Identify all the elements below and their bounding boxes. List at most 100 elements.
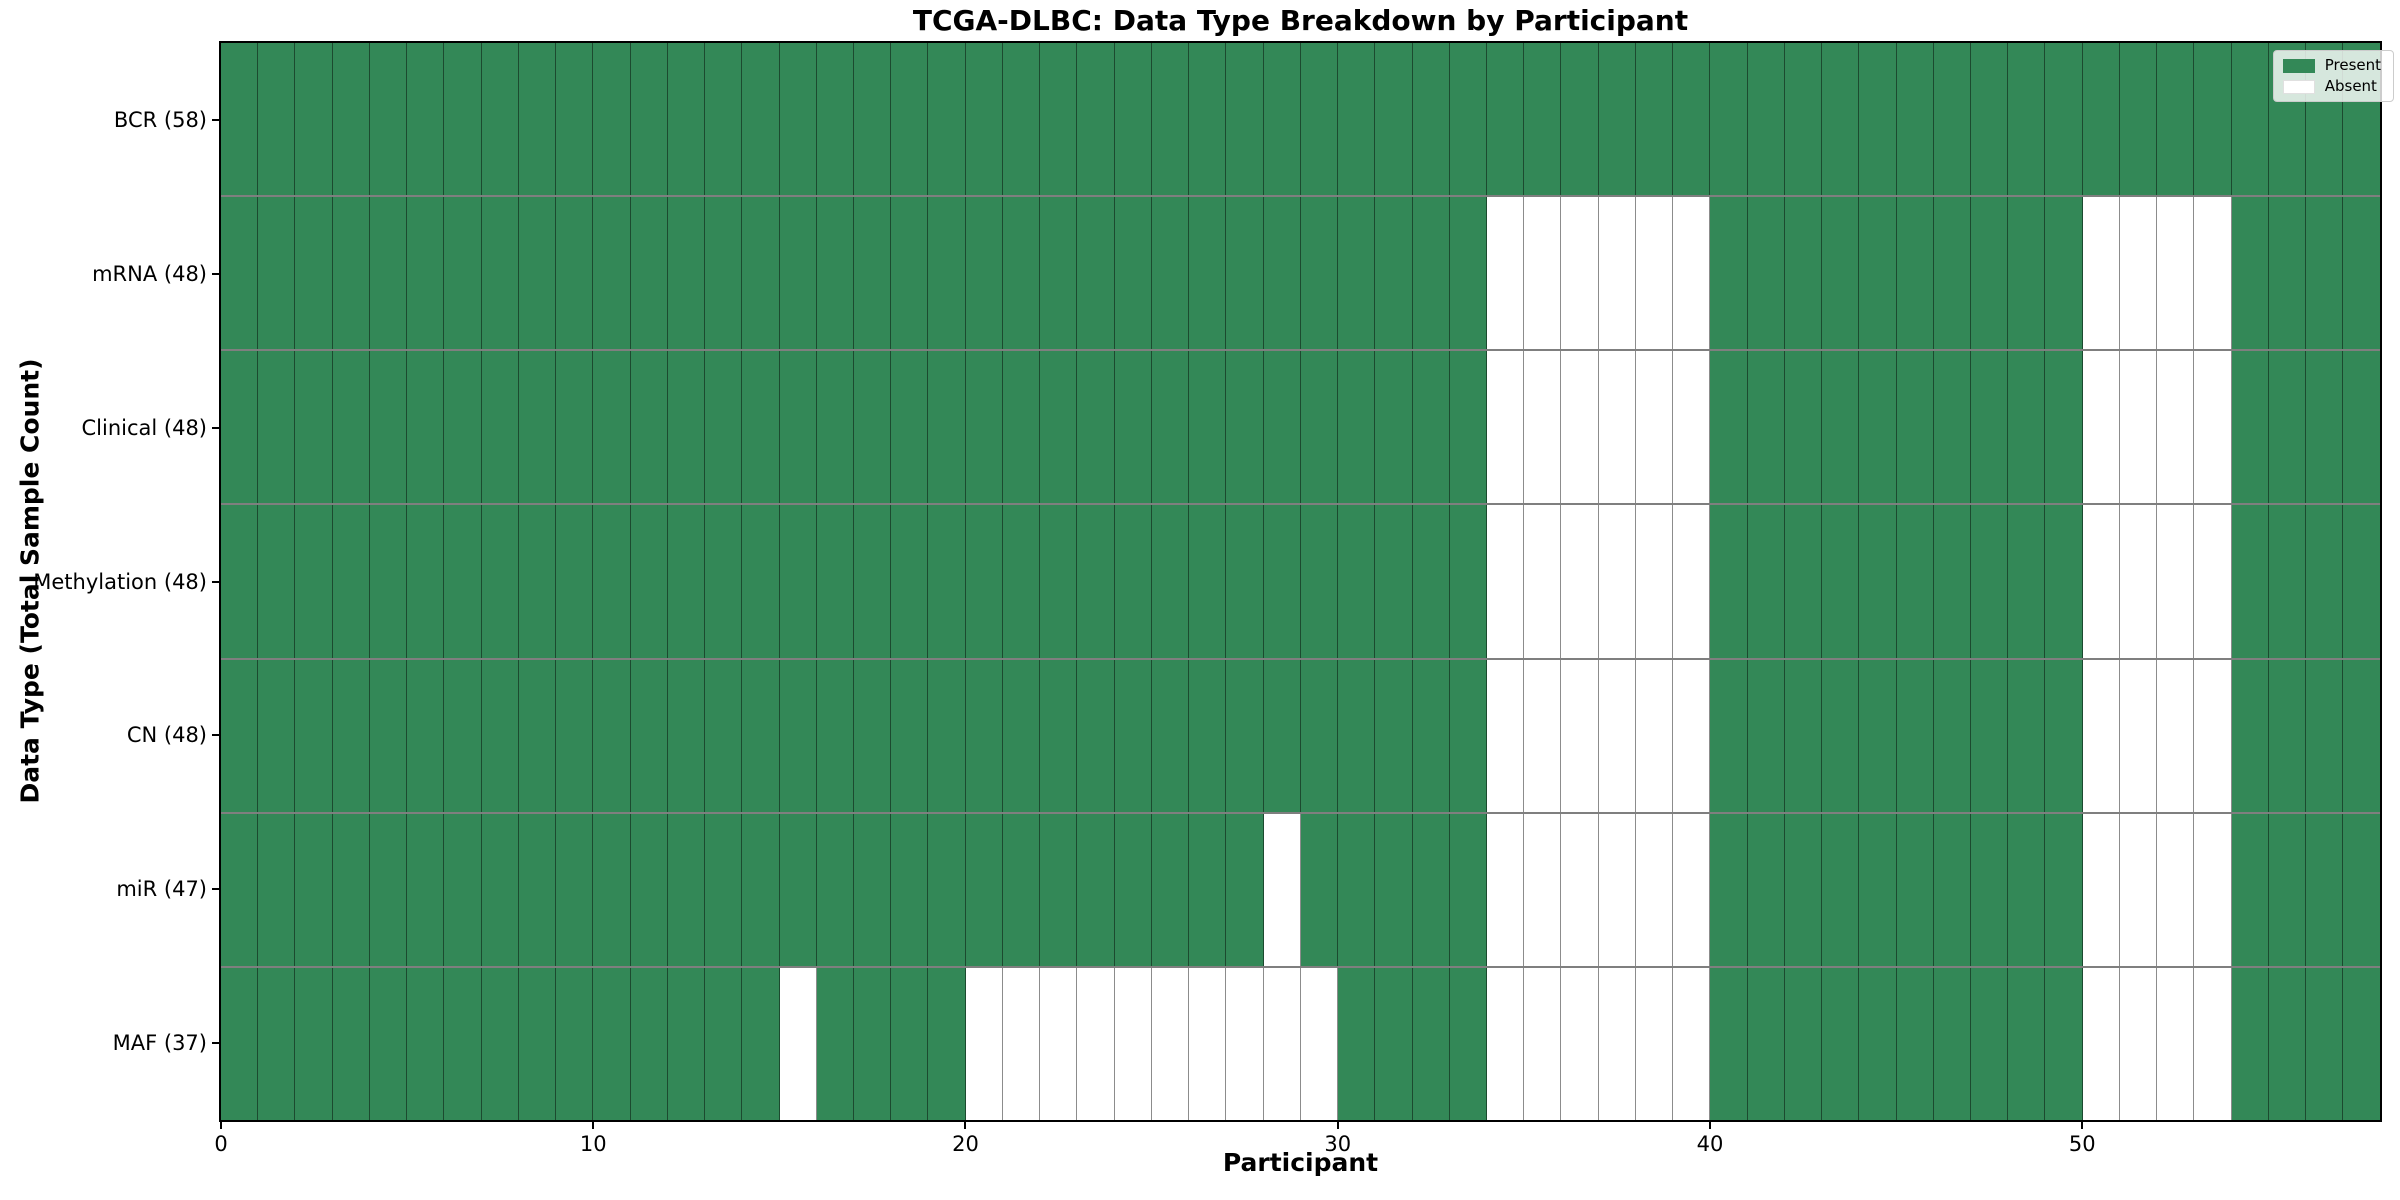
heatmap-cell xyxy=(556,43,594,196)
heatmap-cell xyxy=(407,659,445,812)
heatmap-cell xyxy=(2157,659,2195,812)
y-tick-label: mRNA (48) xyxy=(92,261,207,286)
heatmap-cell xyxy=(1561,659,1599,812)
heatmap-cell xyxy=(1486,43,1525,196)
heatmap-cell xyxy=(221,659,259,812)
heatmap-cell xyxy=(593,813,631,966)
heatmap-cell xyxy=(1971,813,2009,966)
heatmap-cell xyxy=(1673,659,1711,812)
heatmap-cell xyxy=(779,197,817,350)
heatmap-cell xyxy=(816,659,854,812)
x-tick-mark xyxy=(964,1120,967,1129)
heatmap-cell xyxy=(295,659,333,812)
y-tick-mark xyxy=(212,734,221,737)
heatmap-cell xyxy=(2119,967,2158,1120)
heatmap-cell xyxy=(1375,43,1413,196)
heatmap-cell xyxy=(407,351,445,504)
heatmap-cell xyxy=(816,813,854,966)
heatmap-cell xyxy=(2343,351,2380,504)
heatmap-cell xyxy=(1859,813,1897,966)
heatmap-cell xyxy=(1002,967,1041,1120)
heatmap-cell xyxy=(1524,505,1562,658)
heatmap-cell xyxy=(1375,659,1413,812)
heatmap-cell xyxy=(407,967,445,1120)
heatmap-cell xyxy=(481,197,519,350)
heatmap-cell xyxy=(2231,43,2269,196)
heatmap-cell xyxy=(1412,197,1450,350)
heatmap-cell xyxy=(1598,813,1636,966)
heatmap-cell xyxy=(816,967,854,1120)
heatmap-cell xyxy=(1598,197,1636,350)
x-axis-label: Participant xyxy=(1222,1148,1379,1177)
heatmap-cell xyxy=(1040,197,1078,350)
heatmap-cell xyxy=(853,197,892,350)
heatmap-cell xyxy=(1338,351,1376,504)
heatmap-cell xyxy=(518,967,557,1120)
heatmap-cell xyxy=(2194,505,2232,658)
heatmap-cell xyxy=(1561,813,1599,966)
heatmap-cell xyxy=(2194,813,2232,966)
heatmap-cell xyxy=(1114,967,1152,1120)
heatmap-cell xyxy=(853,659,892,812)
heatmap-cell xyxy=(481,659,519,812)
heatmap-cell xyxy=(1524,351,1562,504)
heatmap-cell xyxy=(2119,43,2158,196)
x-tick-label: 20 xyxy=(952,1132,979,1156)
heatmap-cell xyxy=(2343,967,2380,1120)
heatmap-cell xyxy=(928,43,966,196)
heatmap-cell xyxy=(1114,659,1152,812)
heatmap-cell xyxy=(1561,505,1599,658)
heatmap-cell xyxy=(2119,351,2158,504)
heatmap-cell xyxy=(221,197,259,350)
heatmap-cell xyxy=(2231,351,2269,504)
heatmap-cell xyxy=(1338,197,1376,350)
heatmap-cell xyxy=(1077,351,1115,504)
heatmap-cell xyxy=(2343,197,2380,350)
heatmap-cell xyxy=(2194,659,2232,812)
heatmap-cell xyxy=(1710,351,1748,504)
heatmap-cell xyxy=(2045,505,2083,658)
heatmap-cell xyxy=(1971,505,2009,658)
heatmap-cell xyxy=(1338,505,1376,658)
heatmap-cell xyxy=(1747,43,1785,196)
heatmap-cell xyxy=(518,43,557,196)
chart-title: TCGA-DLBC: Data Type Breakdown by Partic… xyxy=(912,4,1689,37)
heatmap-cell xyxy=(407,813,445,966)
heatmap-row-BCR xyxy=(221,43,2380,196)
heatmap-cell xyxy=(667,197,706,350)
heatmap-cell xyxy=(332,967,370,1120)
heatmap-cell xyxy=(1449,351,1487,504)
heatmap-cell xyxy=(295,505,333,658)
heatmap-cell xyxy=(1524,197,1562,350)
heatmap-cell xyxy=(518,659,557,812)
y-tick-label: miR (47) xyxy=(116,877,207,902)
heatmap-cell xyxy=(1635,351,1674,504)
heatmap-cell xyxy=(2008,197,2046,350)
heatmap-cell xyxy=(2082,967,2120,1120)
heatmap-cell xyxy=(853,505,892,658)
heatmap-cell xyxy=(965,813,1003,966)
y-tick-label: BCR (58) xyxy=(113,107,207,132)
heatmap-cell xyxy=(2045,43,2083,196)
y-tick-mark xyxy=(212,888,221,891)
x-tick-label: 0 xyxy=(214,1132,228,1156)
heatmap-cell xyxy=(742,197,780,350)
heatmap-cell xyxy=(2119,813,2158,966)
heatmap-cell xyxy=(1561,351,1599,504)
heatmap-cell xyxy=(369,197,408,350)
heatmap-cell xyxy=(965,197,1003,350)
legend-item-present: Present xyxy=(2282,58,2381,73)
heatmap-cell xyxy=(295,813,333,966)
heatmap-cell xyxy=(1896,351,1934,504)
heatmap-cell xyxy=(1375,813,1413,966)
heatmap-cell xyxy=(481,813,519,966)
heatmap-cell xyxy=(1263,505,1301,658)
heatmap-cell xyxy=(1784,813,1823,966)
heatmap-cell xyxy=(2268,505,2307,658)
heatmap-cell xyxy=(1896,197,1934,350)
heatmap-cell xyxy=(1002,659,1041,812)
heatmap-cell xyxy=(369,505,408,658)
heatmap-cell xyxy=(2194,351,2232,504)
heatmap-cell xyxy=(1040,659,1078,812)
heatmap-cell xyxy=(556,505,594,658)
